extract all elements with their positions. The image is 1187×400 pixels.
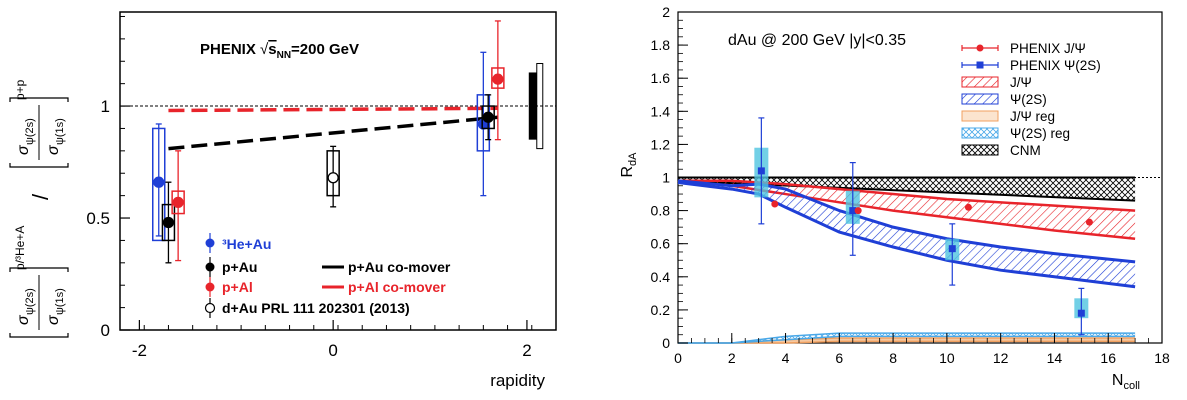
legend-label: PHENIX J/Ψ bbox=[1010, 41, 1086, 56]
right-ytick-label: 0.2 bbox=[651, 302, 671, 318]
right-ytick-label: 1 bbox=[662, 170, 670, 186]
right-xlabel: Ncoll bbox=[1112, 372, 1140, 392]
ylabel-psi2s-2: ψ(2s) bbox=[24, 118, 36, 145]
legend-swatch bbox=[961, 144, 999, 156]
jpsi-data-point bbox=[771, 200, 779, 208]
left-xtick-label: -2 bbox=[132, 341, 147, 360]
right-xtick-label: 8 bbox=[889, 350, 897, 366]
left-xtick-label: 2 bbox=[522, 341, 531, 360]
psi2s-reg-band bbox=[678, 333, 1136, 343]
right-ytick-label: 0.8 bbox=[651, 203, 671, 219]
legend-label: Ψ(2S) reg bbox=[1010, 126, 1070, 141]
psi2s-data-point bbox=[1077, 309, 1085, 317]
psi2s-band-upper bbox=[677, 179, 1136, 264]
right-xtick-label: 14 bbox=[1047, 350, 1063, 366]
jpsi-data-point bbox=[964, 203, 972, 211]
jpsi-data-point bbox=[854, 207, 862, 215]
ylabel-psi2s-1: ψ(2s) bbox=[24, 288, 36, 315]
right-ytick-label: 0.4 bbox=[651, 269, 671, 285]
right-ytick-label: 1.2 bbox=[651, 136, 671, 152]
pal-comover-line bbox=[168, 106, 498, 113]
legend-pal-comover-label: p+Al co-mover bbox=[348, 279, 446, 295]
left-plot-frame bbox=[119, 11, 557, 331]
legend-marker bbox=[976, 61, 984, 69]
legend-3heau-label: ³He+Au bbox=[222, 236, 271, 252]
right-xtick-label: 4 bbox=[782, 350, 790, 366]
left-legend: ³He+Au p+Au p+Al d+Au PRL 111 202301 (20… bbox=[204, 233, 451, 318]
legend-label: CNM bbox=[1010, 143, 1041, 158]
right-ytick-label: 1.6 bbox=[651, 70, 671, 86]
legend-swatch bbox=[961, 127, 999, 139]
psi2s-band-lower bbox=[677, 180, 1136, 289]
ylabel-pp: p+p bbox=[13, 79, 27, 100]
global-uncertainty-box bbox=[528, 72, 537, 140]
right-ytick-label: 0 bbox=[662, 335, 670, 351]
right-xtick-label: 0 bbox=[674, 350, 682, 366]
ylabel-sigma-den1: σ bbox=[45, 314, 62, 325]
right-ytick-label: 1.8 bbox=[651, 37, 671, 53]
legend-pal-label: p+Al bbox=[222, 279, 253, 295]
data-point bbox=[482, 111, 494, 123]
legend-label: J/Ψ bbox=[1010, 75, 1032, 90]
right-ytick-label: 1.4 bbox=[651, 103, 671, 119]
legend-label: PHENIX Ψ(2S) bbox=[1010, 58, 1101, 73]
jpsi-band-upper bbox=[678, 179, 1136, 212]
left-chart: -2 0 2 0 0.5 1 PHENIX √sNN=200 GeV rapidity σ… bbox=[9, 11, 557, 390]
ylabel-psi1s-1: ψ(1s) bbox=[54, 288, 66, 315]
legend-marker bbox=[976, 44, 984, 52]
ylabel-slash: / bbox=[28, 193, 53, 200]
pau-comover-line bbox=[168, 115, 499, 151]
global-uncertainty-box-outline bbox=[536, 63, 544, 150]
psi2s-data-point bbox=[849, 207, 857, 215]
ylabel-sigma-num2: σ bbox=[15, 144, 32, 155]
legend-dau-label: d+Au PRL 111 202301 (2013) bbox=[222, 300, 410, 316]
legend-pau-comover-label: p+Au co-mover bbox=[348, 259, 451, 275]
left-ytick-label: 0 bbox=[101, 321, 110, 340]
legend-pau-label: p+Au bbox=[222, 259, 257, 275]
right-ytick-label: 2 bbox=[662, 4, 670, 20]
left-xtick-label: 0 bbox=[328, 341, 337, 360]
right-xtick-label: 2 bbox=[728, 350, 736, 366]
right-xtick-label: 12 bbox=[993, 350, 1009, 366]
right-ytick-label: 0.6 bbox=[651, 236, 671, 252]
right-ylabel: RdA bbox=[619, 152, 639, 178]
legend-label: J/Ψ reg bbox=[1010, 109, 1055, 124]
psi2s-data-point bbox=[757, 167, 765, 175]
data-point bbox=[162, 216, 175, 229]
right-xtick-label: 10 bbox=[939, 350, 955, 366]
right-xtick-label: 6 bbox=[835, 350, 843, 366]
left-ytick-label: 1 bbox=[101, 97, 110, 116]
legend-swatch bbox=[961, 110, 999, 122]
left-title: PHENIX √sNN=200 GeV bbox=[200, 41, 359, 61]
data-point bbox=[153, 176, 165, 188]
left-xlabel: rapidity bbox=[490, 371, 545, 390]
legend-label: Ψ(2S) bbox=[1010, 92, 1047, 107]
legend-dau-marker bbox=[204, 302, 216, 314]
legend-swatch bbox=[961, 76, 999, 88]
ylabel-sigma-den2: σ bbox=[45, 144, 62, 155]
data-point bbox=[327, 172, 339, 184]
ylabel-psi1s-2: ψ(1s) bbox=[54, 118, 66, 145]
ylabel-phe: p/³He+A bbox=[13, 226, 27, 270]
right-title: dAu @ 200 GeV |y|<0.35 bbox=[728, 32, 906, 49]
right-xtick-label: 18 bbox=[1154, 350, 1170, 366]
psi2s-data-point bbox=[948, 245, 956, 253]
left-ylabel: σ ψ(2s) σ ψ(1s) p/³He+A / σ ψ(2s) σ ψ(1s… bbox=[9, 79, 69, 338]
jpsi-band bbox=[678, 180, 1136, 239]
ylabel-sigma-num1: σ bbox=[15, 314, 32, 325]
right-xtick-label: 16 bbox=[1100, 350, 1116, 366]
legend-swatch bbox=[961, 93, 999, 105]
psi2s-band bbox=[678, 180, 1136, 287]
right-legend: PHENIX J/Ψ PHENIX Ψ(2S) J/Ψ Ψ(2S) J/Ψ reg Ψ(2… bbox=[961, 41, 1101, 158]
data-point bbox=[172, 196, 184, 209]
jpsi-data-point bbox=[1085, 218, 1093, 226]
data-point bbox=[492, 73, 504, 85]
right-chart: 0 2 4 6 8 10 12 14 16 18 0 0.2 0.4 0.6 0.8 1 1.2 1.4 1.6 1.… bbox=[619, 4, 1170, 392]
left-ytick-label: 0.5 bbox=[86, 209, 110, 228]
